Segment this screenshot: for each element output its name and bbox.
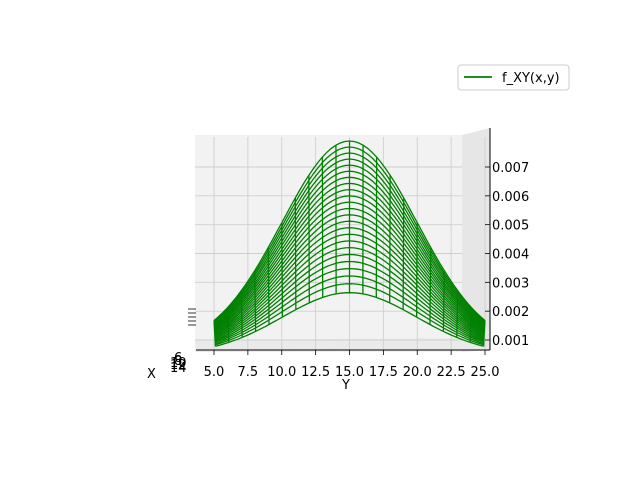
floor-pane: [195, 338, 490, 352]
legend-box: [457, 64, 570, 91]
surface-cross-line: [226, 307, 230, 343]
surface-cross-line: [240, 290, 243, 338]
y-axis-label: Y: [341, 378, 350, 393]
y-tick-group: 5.0 7.5 10.0 12.5 15.0 17.5 20.0 22.5 25.0: [204, 350, 500, 380]
surface-cross-line: [469, 307, 473, 343]
surface-cross-line: [402, 197, 405, 310]
y-tick-label: 25.0: [471, 365, 500, 380]
y-tick-label: 7.5: [238, 365, 259, 380]
surface-cross-line: [442, 270, 446, 332]
z-tick-label: 0.001: [492, 334, 529, 349]
surface-cross-line: [281, 222, 284, 318]
side-pane: [462, 128, 490, 352]
legend-label: f_XY(x,y): [502, 71, 560, 86]
z-tick-label: 0.007: [492, 161, 529, 176]
surface-cross-line: [267, 247, 270, 325]
surface-cross-line: [429, 247, 432, 325]
wireframe-surface: [213, 140, 486, 347]
surface-cross-line: [456, 290, 459, 338]
y-tick-label: 5.0: [204, 365, 225, 380]
surface-cross-line: [482, 320, 486, 347]
y-tick-label: 12.5: [301, 365, 330, 380]
x-axis-label: X: [147, 367, 156, 382]
legend: f_XY(x,y): [457, 64, 570, 91]
surface-cross-line: [294, 197, 297, 310]
z-tick-label: 0.002: [492, 305, 529, 320]
y-tick-label: 20.0: [403, 365, 432, 380]
surface-cross-line: [415, 222, 418, 318]
x-tick-label: 14: [170, 361, 187, 376]
x-tick-label: 8: [174, 354, 182, 369]
y-tick-label: 10.0: [267, 365, 296, 380]
x-tick-label: 10: [170, 356, 187, 371]
z-tick-group: 0.001 0.002 0.003 0.004 0.005 0.006 0.007: [485, 161, 529, 349]
z-tick-label: 0.003: [492, 276, 529, 291]
y-tick-label: 17.5: [369, 365, 398, 380]
y-tick-label: 15.0: [335, 365, 364, 380]
surface-cross-line: [254, 270, 257, 332]
surface-cross-line: [213, 320, 217, 347]
x-tick-label: 6: [174, 351, 182, 366]
z-tick-label: 0.005: [492, 219, 529, 234]
x-tick-label: 12: [170, 358, 187, 373]
y-tick-label: 22.5: [437, 365, 466, 380]
z-tick-label: 0.004: [492, 248, 529, 263]
z-tick-label: 0.006: [492, 190, 529, 205]
